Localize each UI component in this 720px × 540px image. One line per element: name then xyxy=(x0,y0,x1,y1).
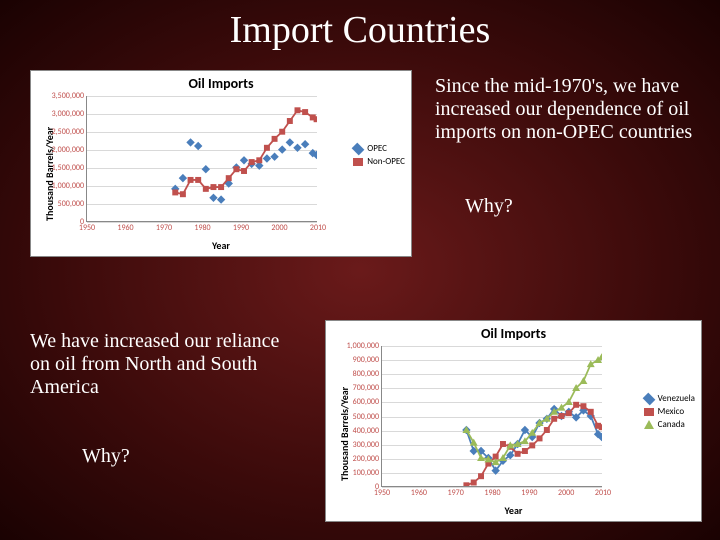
paragraph-1: Since the mid-1970's, we have increased … xyxy=(435,75,700,144)
chart-countries: Oil Imports Thousand Barrels/Year Year 0… xyxy=(325,320,702,522)
page-title: Import Countries xyxy=(0,8,720,52)
chart1-plot: 0500,0001,000,0001,500,0002,000,0002,500… xyxy=(86,96,317,222)
chart1-ylabel: Thousand Barrels/Year xyxy=(43,127,56,221)
chart1-xlabel: Year xyxy=(31,239,411,252)
chart1-legend: OPEC Non-OPEC xyxy=(353,141,405,169)
chart1-title: Oil Imports xyxy=(31,75,411,92)
chart2-ylabel: Thousand Barrels/Year xyxy=(338,387,351,481)
why-1: Why? xyxy=(465,195,513,218)
legend-item: Canada xyxy=(644,419,695,430)
legend-item: Venezuela xyxy=(644,393,695,404)
chart2-xlabel: Year xyxy=(326,504,701,517)
chart2-legend: Venezuela Mexico Canada xyxy=(644,391,695,432)
chart2-title: Oil Imports xyxy=(326,325,701,342)
legend-item: Mexico xyxy=(644,406,695,417)
legend-item: OPEC xyxy=(353,143,405,154)
why-2: Why? xyxy=(82,445,130,468)
paragraph-2: We have increased our reliance on oil fr… xyxy=(30,330,290,399)
chart-opec-vs-nonopec: Oil Imports Thousand Barrels/Year Year 0… xyxy=(30,70,412,257)
chart2-plot: 0100,000200,000300,000400,000500,000600,… xyxy=(381,346,602,487)
legend-item: Non-OPEC xyxy=(353,156,405,167)
